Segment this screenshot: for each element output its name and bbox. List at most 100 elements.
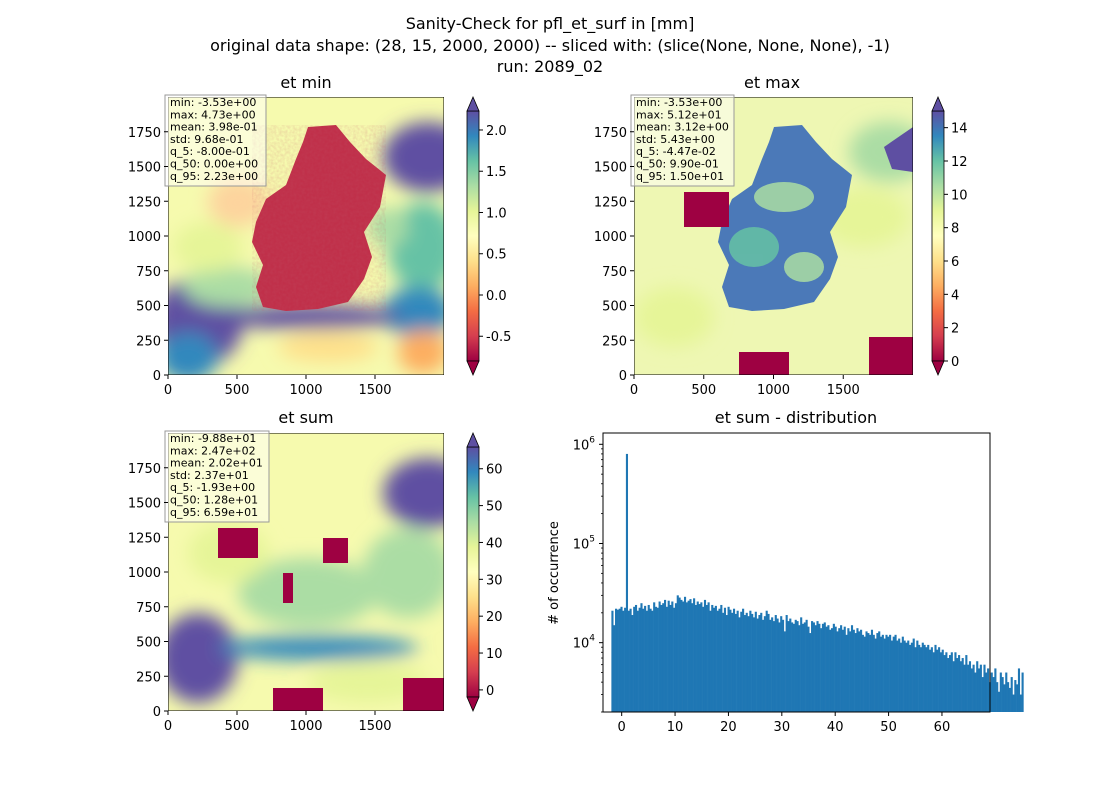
histogram-bar — [792, 623, 795, 712]
histogram-bar — [703, 599, 707, 712]
histogram-bar — [977, 668, 981, 712]
histogram-bar — [620, 606, 623, 712]
histogram-bar — [654, 606, 658, 712]
colorbar-tick-label: 1.5 — [486, 165, 507, 180]
xtick-label: 0 — [164, 719, 172, 734]
stats-line: mean: 3.98e-01 — [170, 121, 258, 134]
histogram-bar — [702, 606, 705, 712]
histogram-bar — [970, 668, 973, 712]
histogram-bar — [752, 617, 756, 712]
histogram-bar — [838, 628, 841, 712]
histogram-bar — [841, 629, 844, 712]
histogram-bar — [798, 625, 801, 712]
histogram-bar — [618, 608, 621, 712]
histogram-bar — [850, 625, 854, 712]
histogram-bar — [691, 603, 694, 712]
xtick-label: 1500 — [358, 383, 391, 398]
hist-ytick-label: 106 — [573, 435, 596, 453]
histogram-bar — [881, 634, 884, 712]
histogram-bar — [954, 652, 957, 712]
histogram-bar — [925, 647, 928, 712]
histogram-bar — [847, 628, 850, 712]
histogram-bar — [723, 607, 727, 712]
histogram-bar — [805, 619, 808, 712]
histogram-bar — [742, 608, 745, 712]
stats-box-et-sum — [164, 430, 270, 523]
stats-box-et-min — [164, 94, 267, 187]
histogram-bar — [783, 631, 786, 712]
histogram-bar — [865, 631, 868, 712]
histogram-bar — [732, 608, 736, 712]
histogram-bar — [685, 602, 688, 712]
histogram-bar — [689, 599, 692, 712]
stats-line: std: 5.43e+00 — [636, 133, 715, 146]
histogram-bar — [816, 621, 819, 712]
ytick-label: 500 — [136, 636, 161, 651]
stats-line: max: 4.73e+00 — [170, 108, 256, 121]
histogram-bar — [938, 647, 941, 712]
histogram-bar — [734, 613, 737, 712]
colorbar-tick-label: 60 — [486, 463, 503, 478]
histogram-bar — [698, 604, 701, 712]
histogram-bar — [883, 638, 886, 712]
hist-ytick-base: 10 — [573, 637, 590, 652]
colorbar-tick-label: 0 — [951, 355, 959, 370]
histogram-bar — [919, 647, 923, 712]
histogram-bar — [843, 626, 846, 712]
stats-line: mean: 3.12e+00 — [636, 121, 729, 134]
colorbar-tick-label: 12 — [951, 155, 968, 170]
histogram-bar — [682, 601, 685, 712]
histogram-bar — [771, 617, 774, 712]
histogram-bar — [751, 613, 754, 712]
histogram-bar — [1001, 677, 1004, 712]
ytick-label: 1250 — [594, 195, 627, 210]
histogram-bar — [743, 615, 746, 712]
histogram-bar — [801, 623, 805, 712]
histogram-ylabel: # of occurrence — [547, 521, 562, 625]
histogram-bar — [644, 605, 647, 712]
histogram-bar — [722, 612, 725, 712]
histogram-bar — [914, 647, 917, 712]
histogram-bar — [767, 613, 770, 712]
histogram-bar — [856, 628, 859, 712]
histogram-bar — [667, 600, 670, 712]
ytick-label: 750 — [602, 265, 627, 280]
histogram-bar — [887, 636, 890, 712]
panel-title-distribution: et sum - distribution — [715, 408, 877, 427]
stats-line: q_50: 9.90e-01 — [636, 158, 719, 171]
histogram-bar — [950, 652, 953, 712]
xtick-label: 0 — [630, 383, 638, 398]
histogram-bar — [976, 661, 979, 712]
stats-line: std: 9.68e-01 — [170, 133, 243, 146]
histogram-bar — [694, 604, 697, 712]
histogram-bar — [840, 625, 843, 712]
histogram-bar — [1017, 668, 1021, 712]
panel-et-min: et min — [164, 73, 480, 377]
histogram-bar — [823, 622, 826, 712]
histogram-bar — [945, 652, 948, 712]
histogram-bar — [678, 597, 681, 712]
histogram-bar — [889, 634, 892, 712]
histogram-bar — [789, 618, 792, 712]
xtick-label: 500 — [225, 719, 250, 734]
colorbar-tick-label: 50 — [486, 500, 503, 515]
histogram-bar — [760, 612, 763, 712]
hist-ytick-label: 105 — [573, 534, 595, 552]
ytick-label: 1500 — [128, 161, 161, 176]
histogram-bar — [912, 638, 915, 712]
hist-xtick-label: 0 — [618, 720, 626, 735]
colorbar-tick-label: 10 — [951, 188, 968, 203]
histogram-bar — [622, 610, 625, 712]
ytick-label: 250 — [136, 670, 161, 685]
histogram-bar — [863, 636, 866, 712]
suptitle-line-2: original data shape: (28, 15, 2000, 2000… — [210, 36, 890, 55]
histogram-bar — [758, 615, 761, 712]
histogram-bar — [642, 608, 645, 712]
histogram-bar — [994, 668, 997, 712]
histogram-bar — [948, 655, 952, 712]
suptitle-line-3: run: 2089_02 — [496, 57, 604, 76]
histogram-bar — [763, 616, 766, 712]
hist-ytick-exponent: 4 — [589, 634, 595, 644]
histogram-bar — [972, 664, 975, 712]
histogram-bar — [907, 640, 910, 712]
